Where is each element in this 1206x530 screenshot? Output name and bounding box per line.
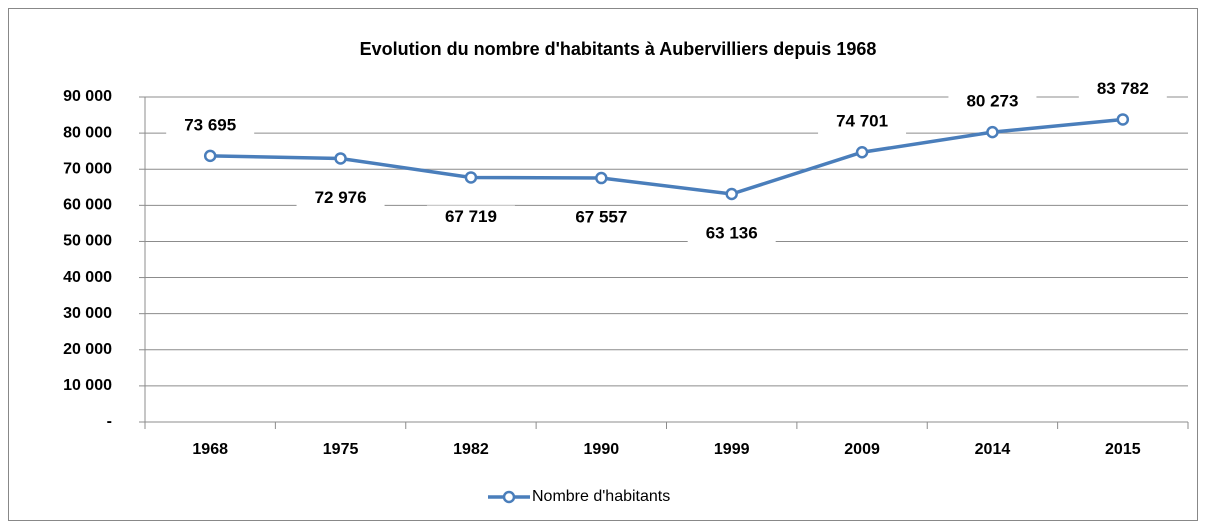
legend-label: Nombre d'habitants — [532, 488, 670, 505]
x-tick-label: 1982 — [453, 441, 489, 458]
x-tick-label: 2014 — [975, 441, 1011, 458]
y-tick-label: 20 000 — [63, 341, 112, 358]
label-bg — [687, 222, 776, 247]
x-tick-label: 1968 — [192, 441, 228, 458]
x-tick-label: 1990 — [584, 441, 620, 458]
data-label: 63 136 — [706, 223, 758, 242]
data-point — [464, 171, 478, 184]
data-point — [595, 171, 608, 185]
x-tick-label: 2009 — [844, 441, 880, 458]
y-tick-label: 50 000 — [63, 233, 112, 250]
label-bg — [948, 90, 1037, 115]
y-tick-label: 90 000 — [63, 88, 112, 105]
y-tick-label: 70 000 — [63, 160, 112, 177]
chart-title: Evolution du nombre d'habitants à Auberv… — [360, 39, 877, 59]
legend-marker — [502, 490, 516, 504]
y-tick-label: 60 000 — [63, 197, 112, 214]
data-label: 67 557 — [575, 208, 627, 227]
y-tick-label: 40 000 — [63, 269, 112, 286]
data-point — [986, 125, 999, 139]
y-tick-label: - — [107, 413, 112, 430]
y-tick-label: 10 000 — [63, 377, 112, 394]
y-tick-label: 80 000 — [63, 124, 112, 141]
data-label: 72 976 — [315, 188, 367, 207]
label-bg — [296, 186, 385, 211]
label-bg — [1078, 77, 1167, 102]
x-tick-label: 2015 — [1105, 441, 1141, 458]
label-bg — [166, 113, 255, 138]
x-tick-label: 1975 — [323, 441, 359, 458]
data-point — [203, 149, 217, 163]
data-line — [210, 117, 1123, 196]
data-label: 83 782 — [1097, 79, 1149, 98]
x-tick-label: 1999 — [714, 441, 750, 458]
label-bg — [426, 205, 515, 230]
data-point — [725, 187, 738, 201]
label-bg — [818, 110, 907, 135]
data-label: 73 695 — [184, 115, 236, 134]
data-point — [334, 152, 347, 165]
data-point — [855, 145, 869, 159]
data-label: 74 701 — [836, 112, 888, 131]
data-point — [1116, 113, 1130, 126]
data-label: 67 719 — [445, 207, 497, 226]
label-bg — [557, 206, 646, 231]
data-label: 80 273 — [966, 92, 1018, 111]
y-tick-label: 30 000 — [63, 305, 112, 322]
